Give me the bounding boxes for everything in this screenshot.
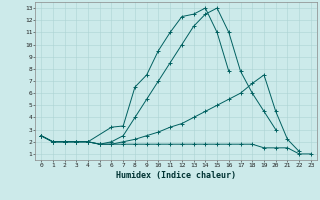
X-axis label: Humidex (Indice chaleur): Humidex (Indice chaleur) (116, 171, 236, 180)
